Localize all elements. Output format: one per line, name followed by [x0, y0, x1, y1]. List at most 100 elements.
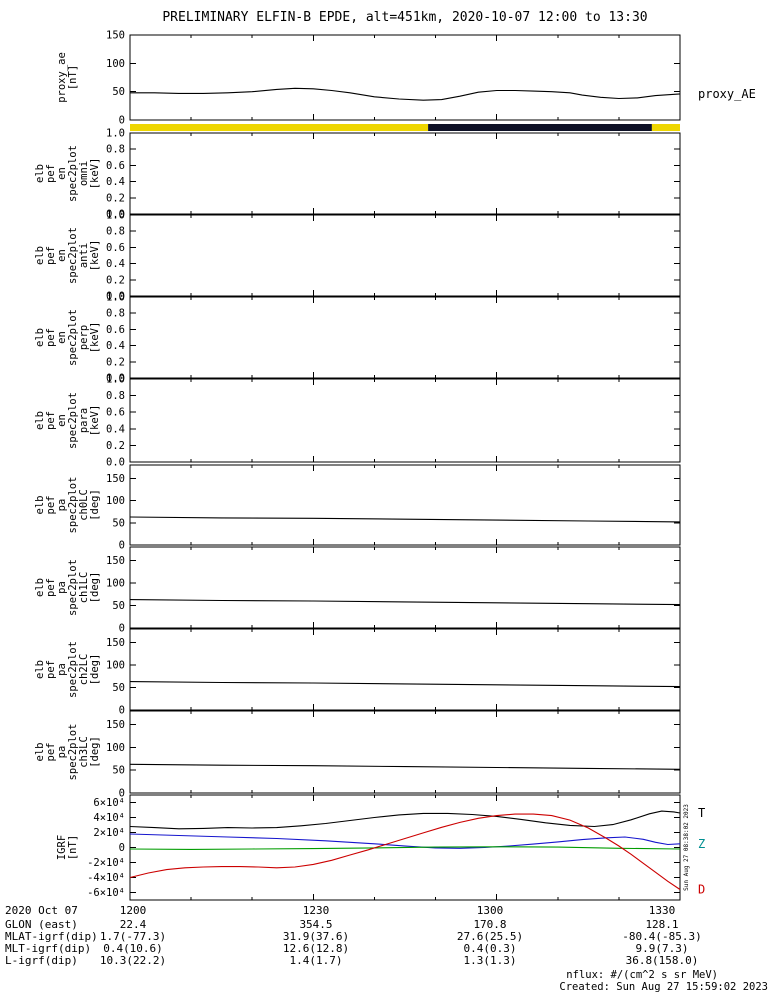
- y-tick-label: 0.0: [106, 291, 125, 303]
- y-tick-label: 0: [119, 705, 125, 717]
- y-tick-label: 100: [106, 578, 125, 590]
- y-axis-label-word: elb: [34, 496, 46, 515]
- y-axis-label-word: pef: [45, 411, 57, 430]
- series-label-proxy_AE: proxy_AE: [698, 87, 756, 101]
- y-tick-label: -6×10⁴: [87, 887, 125, 899]
- y-axis-label-word: en: [56, 331, 68, 344]
- y-tick-label: 0.2: [106, 192, 125, 204]
- varlabel-value: 1300: [476, 904, 504, 917]
- y-axis-label-word: [keV]: [89, 322, 101, 354]
- series-D: [129, 813, 681, 890]
- varlabel-value: 170.8: [473, 918, 507, 931]
- panel-border: [129, 34, 681, 121]
- y-tick-label: 0.0: [106, 457, 125, 469]
- series-loss_cone: [129, 599, 681, 606]
- panel-border: [129, 378, 681, 463]
- y-axis-label-word: en: [56, 167, 68, 180]
- y-axis-label-word: spec2plot: [67, 145, 79, 202]
- y-tick-label: 1.0: [106, 292, 125, 304]
- y-axis-label-word: IGRF: [56, 835, 68, 860]
- y-axis-label-word: pa: [56, 663, 68, 676]
- y-axis-label-word: en: [56, 414, 68, 427]
- y-axis-label-word: ch2LC: [78, 654, 90, 686]
- series-Z: [129, 833, 681, 849]
- y-axis-label-word: elb: [34, 246, 46, 265]
- y-axis-label-word: [nT]: [67, 65, 79, 90]
- units-note: nflux: #/(cm^2 s sr MeV): [566, 969, 718, 981]
- y-tick-label: 0.0: [106, 373, 125, 385]
- y-tick-label: 0.2: [106, 356, 125, 368]
- y-tick-label: 50: [112, 517, 125, 529]
- y-axis-label-word: pef: [45, 246, 57, 265]
- side-timestamp: Sun Aug 27 08:38:02 2023: [683, 804, 690, 891]
- varlabel-value: 1200: [119, 904, 147, 917]
- plot-area: 0 50 100 150 proxy_ae [nT] proxy_AE 0.0 0.2 0.4 0.…: [34, 30, 756, 901]
- y-axis-label-word: spec2plot: [67, 559, 79, 616]
- y-tick-label: 1.0: [106, 128, 125, 140]
- y-tick-label: 100: [106, 58, 125, 70]
- y-axis-label-word: ch0LC: [78, 489, 90, 521]
- y-axis-label-word: pa: [56, 581, 68, 594]
- y-axis-label-word: ch3LC: [78, 736, 90, 768]
- y-tick-label: 1.0: [106, 210, 125, 222]
- varlabel-value: 1230: [302, 904, 330, 917]
- y-axis-label-word: pef: [45, 743, 57, 762]
- y-axis-label-word: proxy_ae: [56, 52, 68, 103]
- y-tick-label: 0: [119, 540, 125, 552]
- y-tick-label: 100: [106, 660, 125, 672]
- y-axis-label-word: pef: [45, 164, 57, 183]
- y-axis-label-word: [deg]: [89, 572, 101, 604]
- y-axis-label-word: [keV]: [89, 405, 101, 437]
- availability-segment: [130, 124, 429, 131]
- y-axis-label-word: omni: [78, 161, 90, 186]
- panel-pa_ch3lc: 0 50 100 150 elb pef pa spec2plot ch3LC [deg]: [34, 710, 681, 800]
- y-tick-label: 0.8: [106, 226, 125, 238]
- y-tick-label: 100: [106, 495, 125, 507]
- y-tick-label: 150: [106, 473, 125, 485]
- y-tick-label: 1.0: [106, 374, 125, 386]
- y-axis-label-word: elb: [34, 164, 46, 183]
- series-loss_cone: [129, 681, 681, 688]
- varlabel-value: 354.5: [299, 918, 333, 931]
- y-tick-label: 50: [112, 682, 125, 694]
- y-axis-label-word: pef: [45, 578, 57, 597]
- varlabel-value: 27.6(25.5): [456, 930, 524, 943]
- varlabel-value: 22.4: [119, 918, 147, 931]
- y-tick-label: 0.4: [106, 340, 125, 352]
- availability-segment: [428, 124, 652, 131]
- y-tick-label: 0: [119, 623, 125, 635]
- availability-segment: [651, 124, 680, 131]
- y-tick-label: 0.2: [106, 274, 125, 286]
- panel-border: [129, 214, 681, 297]
- series-loss_cone: [129, 516, 681, 523]
- varlabel-row-1: GLON (east) 22.4 354.5 170.8 128.1: [0, 918, 775, 931]
- y-axis-label-word: elb: [34, 328, 46, 347]
- y-axis-label-word: [keV]: [89, 158, 101, 190]
- y-tick-label: 0.8: [106, 390, 125, 402]
- y-tick-label: 0.8: [106, 308, 125, 320]
- varlabel-value: 9.9(7.3): [635, 942, 689, 955]
- y-axis-label-word: [deg]: [89, 736, 101, 768]
- y-tick-label: 0.4: [106, 176, 125, 188]
- varlabel-value: -80.4(-85.3): [622, 930, 702, 943]
- y-axis-label-word: para: [78, 408, 90, 433]
- panel-proxy_ae: 0 50 100 150 proxy_ae [nT] proxy_AE: [56, 30, 756, 127]
- y-tick-label: 50: [112, 600, 125, 612]
- y-tick-label: 0: [119, 842, 125, 854]
- varlabel-value: 0.4(10.6): [103, 942, 163, 955]
- y-tick-label: 0.2: [106, 440, 125, 452]
- series-label-T: T: [698, 806, 705, 820]
- varlabel-value: 12.6(12.8): [282, 942, 350, 955]
- created-timestamp: Created: Sun Aug 27 15:59:02 2023: [559, 981, 768, 993]
- y-axis-label-word: spec2plot: [67, 392, 79, 449]
- varlabel-value: 1.3(1.3): [463, 954, 517, 967]
- varlabel-name: 2020 Oct 07: [5, 904, 78, 917]
- y-tick-label: 150: [106, 637, 125, 649]
- panel-border: [129, 546, 681, 629]
- varlabel-value: 1.7(-77.3): [99, 930, 167, 943]
- y-axis-label-word: perp: [78, 325, 90, 350]
- series-loss_cone: [129, 763, 681, 770]
- y-axis-label-word: spec2plot: [67, 227, 79, 284]
- panel-border: [129, 464, 681, 546]
